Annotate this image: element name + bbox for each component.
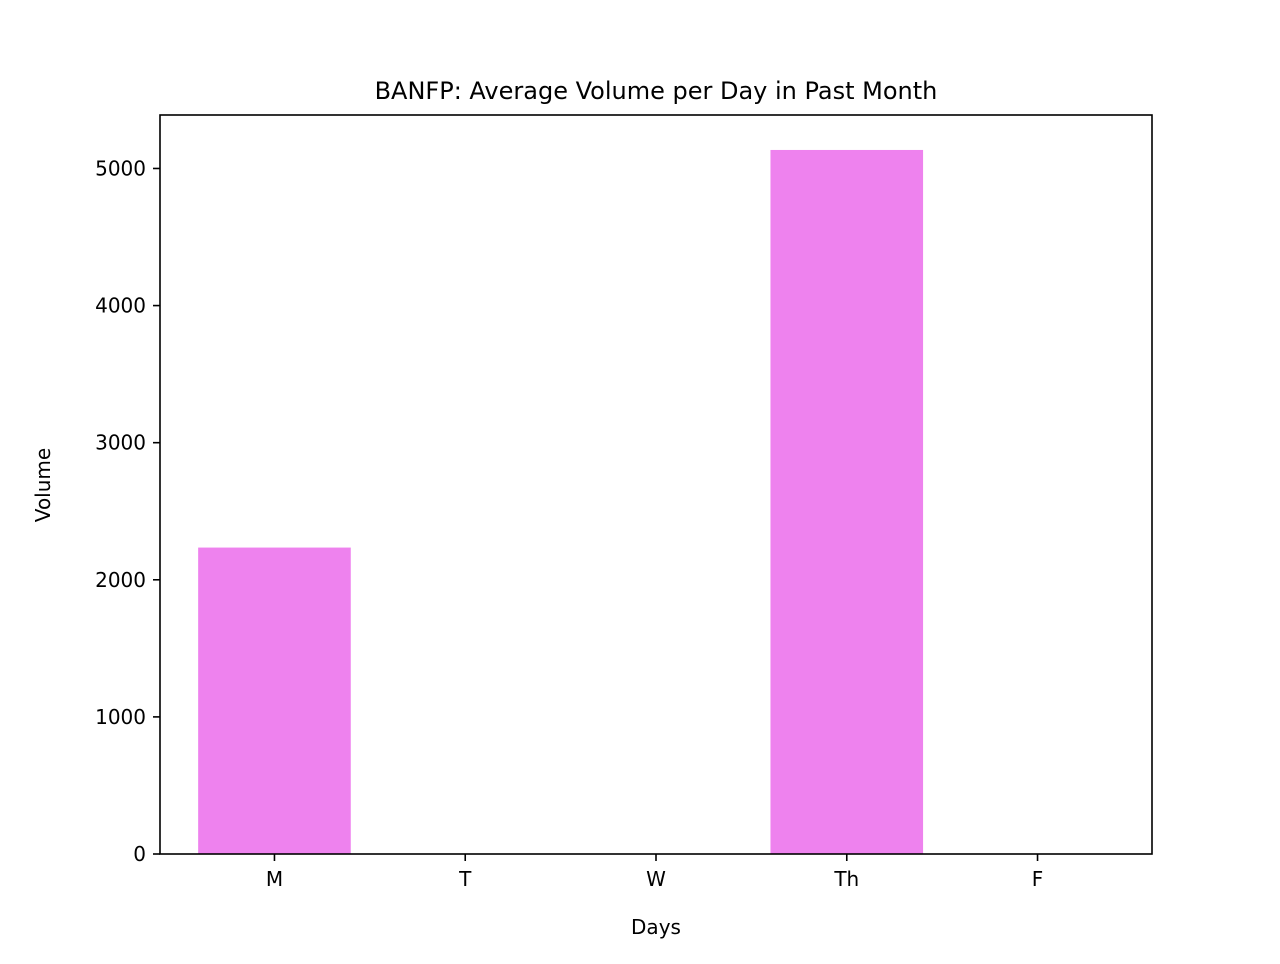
x-axis-label: Days [631, 915, 681, 939]
y-tick-label-2000: 2000 [95, 568, 146, 592]
bar-m [198, 547, 351, 854]
x-tick-label-f: F [1032, 867, 1044, 891]
x-axis: M T W Th F [266, 854, 1043, 891]
plot-area-frame [159, 114, 1153, 855]
y-tick-label-4000: 4000 [95, 294, 146, 318]
y-axis: 0 1000 2000 3000 4000 5000 [95, 156, 160, 866]
y-tick-label-3000: 3000 [95, 431, 146, 455]
x-tick-label-w: W [646, 867, 666, 891]
x-tick-label-t: T [458, 867, 472, 891]
y-tick-label-1000: 1000 [95, 705, 146, 729]
bars-layer [198, 149, 924, 854]
y-axis-label: Volume [31, 448, 55, 522]
x-tick-label-m: M [266, 867, 283, 891]
y-tick-label-0: 0 [133, 842, 146, 866]
chart-title: BANFP: Average Volume per Day in Past Mo… [375, 77, 938, 105]
bar-th [770, 149, 924, 854]
y-tick-label-5000: 5000 [95, 156, 146, 180]
x-tick-label-th: Th [833, 867, 859, 891]
